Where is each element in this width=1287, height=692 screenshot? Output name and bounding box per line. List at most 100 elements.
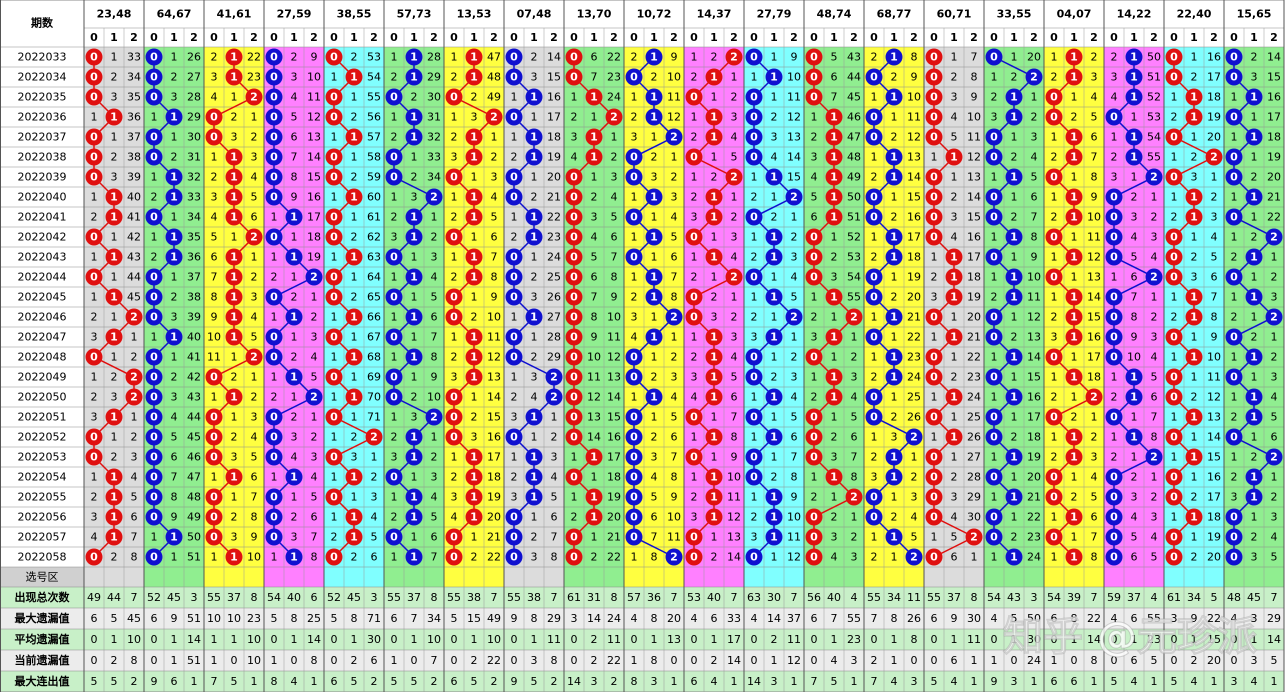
stat-value: 59	[1107, 591, 1121, 604]
hit-ball	[285, 468, 303, 486]
stat-value: 1	[971, 654, 978, 667]
hit-number: 0	[690, 151, 698, 164]
hit-ball	[405, 48, 423, 66]
omission-value: 6	[1091, 131, 1098, 144]
hit-number: 1	[1130, 71, 1138, 84]
omission-value: 1	[951, 411, 958, 424]
omission-value: 2	[1271, 491, 1278, 504]
hit-ball	[545, 368, 563, 386]
stat-value: 9	[151, 675, 158, 688]
omission-value: 1	[171, 351, 178, 364]
omission-value: 3	[951, 91, 958, 104]
hit-number: 1	[710, 211, 718, 224]
hit-number: 0	[930, 211, 938, 224]
omission-value: 2	[891, 511, 898, 524]
omission-value: 1	[1131, 111, 1138, 124]
hit-ball	[725, 268, 743, 286]
omission-value: 5	[671, 411, 678, 424]
hit-ball	[585, 88, 603, 106]
hit-number: 0	[570, 211, 578, 224]
omission-value: 4	[1031, 151, 1038, 164]
hit-number: 1	[1070, 551, 1078, 564]
omission-value: 2	[1151, 311, 1158, 324]
hit-number: 1	[890, 371, 898, 384]
hit-ball	[865, 288, 883, 306]
hit-number: 0	[630, 471, 638, 484]
omission-value: 1	[251, 111, 258, 124]
hit-ball	[445, 548, 463, 566]
stat-value: 14	[187, 633, 201, 646]
omission-value: 39	[127, 171, 141, 184]
omission-value: 2	[871, 171, 878, 184]
omission-value: 23	[547, 231, 561, 244]
hit-number: 2	[130, 391, 138, 404]
period-label: 2022037	[18, 131, 67, 144]
hit-number: 2	[970, 531, 978, 544]
omission-value: 7	[491, 251, 498, 264]
omission-value: 4	[131, 471, 138, 484]
omission-value: 6	[1091, 511, 1098, 524]
omission-value: 1	[771, 311, 778, 324]
omission-value: 2	[1251, 231, 1258, 244]
hit-number: 0	[1110, 551, 1118, 564]
hit-ball	[145, 68, 163, 86]
omission-value: 2	[151, 251, 158, 264]
omission-value: 29	[187, 111, 201, 124]
stat-value: 2	[491, 675, 498, 688]
omission-value: 2	[751, 511, 758, 524]
hit-number: 0	[510, 511, 518, 524]
hit-number: 0	[210, 431, 218, 444]
hit-ball	[225, 188, 243, 206]
omission-value: 2	[771, 471, 778, 484]
omission-value: 4	[251, 431, 258, 444]
omission-value: 1	[571, 491, 578, 504]
omission-value: 2	[871, 371, 878, 384]
omission-value: 4	[1091, 471, 1098, 484]
omission-value: 3	[751, 531, 758, 544]
hit-number: 0	[570, 371, 578, 384]
hit-number: 2	[1210, 151, 1218, 164]
hit-ball	[305, 388, 323, 406]
omission-value: 2	[291, 291, 298, 304]
hit-ball	[865, 508, 883, 526]
omission-value: 41	[127, 211, 141, 224]
hit-ball	[745, 128, 763, 146]
omission-value: 3	[251, 291, 258, 304]
hit-number: 1	[350, 351, 358, 364]
hit-number: 1	[1190, 211, 1198, 224]
stat-value: 10	[247, 654, 261, 667]
omission-value: 6	[171, 451, 178, 464]
omission-value: 13	[727, 531, 741, 544]
hit-number: 0	[1170, 431, 1178, 444]
hit-ball	[885, 448, 903, 466]
omission-value: 3	[931, 291, 938, 304]
omission-value: 3	[411, 411, 418, 424]
hit-ball	[565, 188, 583, 206]
omission-value: 19	[907, 271, 921, 284]
omission-value: 3	[531, 371, 538, 384]
hit-ball	[125, 388, 143, 406]
omission-value: 42	[187, 371, 201, 384]
hit-number: 0	[930, 191, 938, 204]
omission-value: 1	[871, 91, 878, 104]
stat-value: 0	[91, 633, 98, 646]
hit-number: 0	[1050, 471, 1058, 484]
hit-ball	[1225, 528, 1243, 546]
stat-value: 54	[1047, 591, 1061, 604]
group-label: 14,22	[1117, 8, 1152, 21]
stat-value: 14	[767, 612, 781, 625]
stat-value: 23	[847, 633, 861, 646]
omission-value: 43	[127, 251, 141, 264]
stat-value: 6	[331, 675, 338, 688]
hit-number: 1	[1070, 331, 1078, 344]
omission-value: 11	[307, 91, 321, 104]
omission-value: 13	[587, 411, 601, 424]
omission-value: 2	[131, 431, 138, 444]
hit-number: 0	[630, 371, 638, 384]
omission-value: 2	[1191, 251, 1198, 264]
omission-value: 6	[551, 511, 558, 524]
stat-value: 57	[627, 591, 641, 604]
hit-number: 0	[570, 531, 578, 544]
omission-value: 1	[891, 391, 898, 404]
hit-ball	[1005, 228, 1023, 246]
